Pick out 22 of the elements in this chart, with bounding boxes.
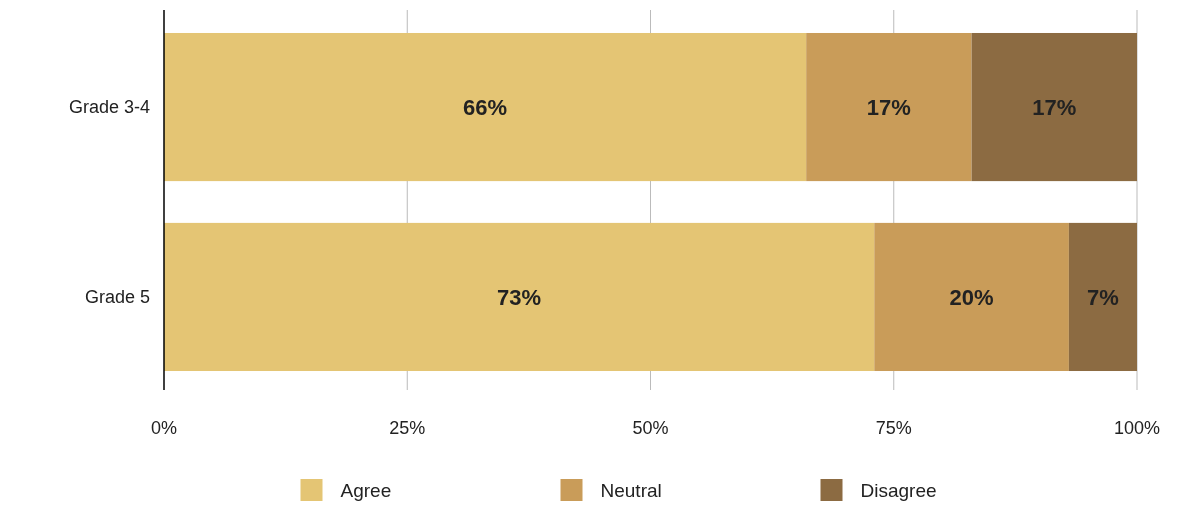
bar — [1068, 222, 1137, 372]
x-tick-label: 0% — [150, 418, 178, 438]
data-label: 66% — [463, 94, 508, 120]
data-label: 7% — [1087, 284, 1119, 310]
legend-label: Neutral — [600, 479, 662, 501]
y-tick-label: Grade 3-4 — [68, 97, 150, 118]
data-label: 20% — [949, 284, 994, 310]
bar — [806, 32, 972, 182]
x-tick-label: 75% — [875, 418, 912, 438]
data-label: 17% — [1032, 94, 1077, 120]
bar — [164, 32, 807, 182]
bar — [971, 32, 1137, 182]
x-tick-label: 50% — [632, 418, 669, 438]
legend-label: Disagree — [860, 479, 937, 501]
bar — [164, 222, 875, 372]
x-tick-label: 100% — [1113, 418, 1161, 438]
x-tick-label: 25% — [389, 418, 426, 438]
data-label: 73% — [497, 284, 542, 310]
y-tick-label: Grade 5 — [84, 287, 150, 308]
legend-label: Agree — [340, 479, 392, 501]
data-label: 17% — [866, 94, 911, 120]
bar — [874, 222, 1069, 372]
